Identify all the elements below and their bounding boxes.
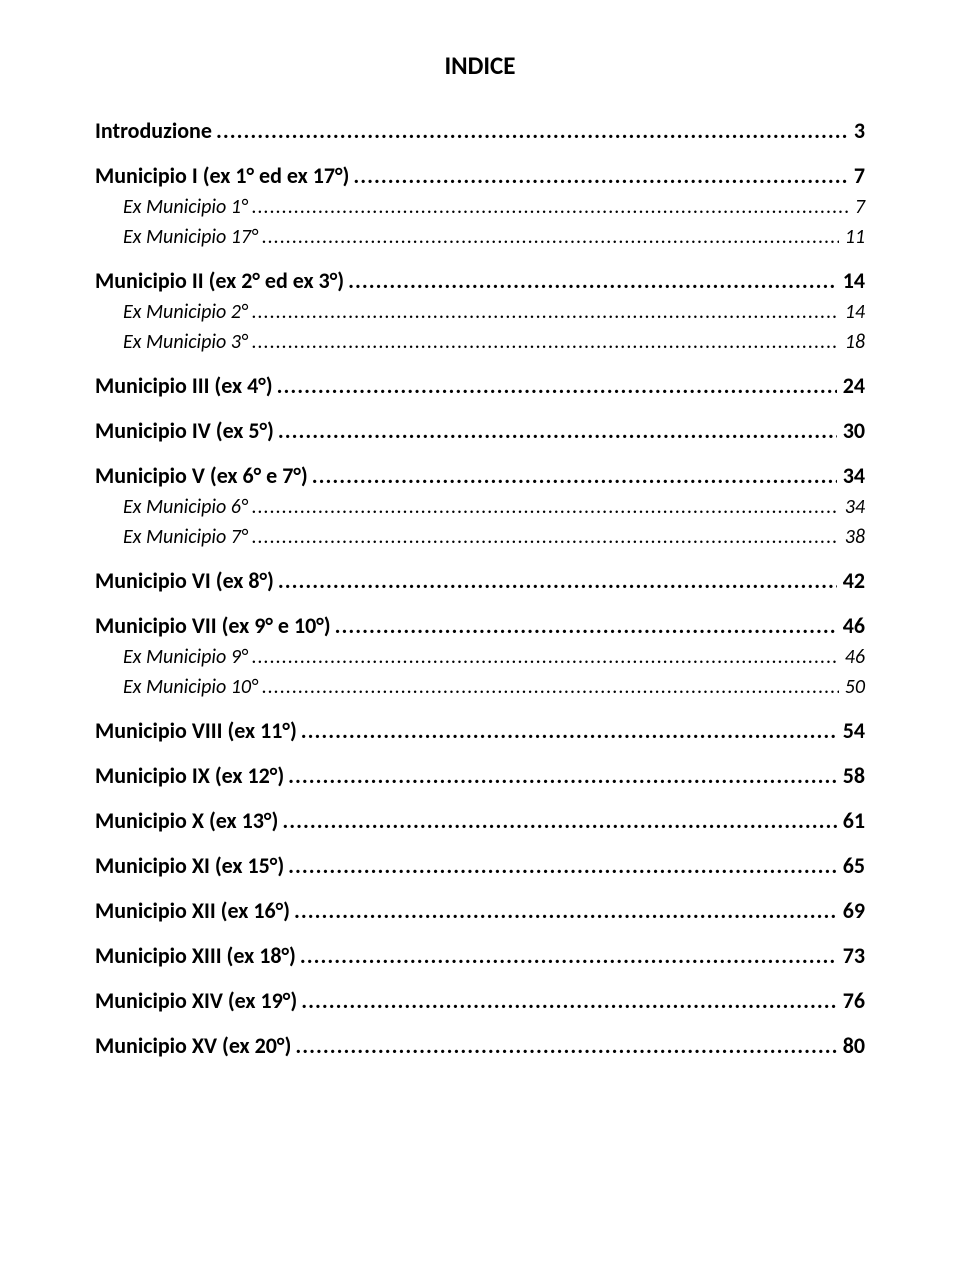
toc-leader-dots	[258, 225, 839, 249]
toc-entry-page: 30	[837, 417, 865, 444]
toc-leader-dots	[248, 495, 839, 519]
toc-leader-dots	[331, 612, 837, 639]
toc-entry: Municipio VI (ex 8°) 42	[95, 567, 865, 594]
toc-entry-page: 42	[837, 567, 865, 594]
toc-leader-dots	[248, 330, 839, 354]
toc-entry-page: 76	[837, 987, 865, 1014]
page-title: INDICE	[95, 50, 865, 81]
toc-entry: Municipio X (ex 13°) 61	[95, 807, 865, 834]
toc-entry-page: 46	[837, 612, 865, 639]
toc-entry: Municipio XII (ex 16°) 69	[95, 897, 865, 924]
toc-leader-dots	[291, 1032, 836, 1059]
toc-entry-label: Municipio X (ex 13°)	[95, 807, 278, 834]
toc-entry-page: 80	[837, 1032, 865, 1059]
toc-entry: Municipio VII (ex 9° e 10°) 46	[95, 612, 865, 639]
toc-entry-label: Municipio XIII (ex 18°)	[95, 942, 296, 969]
toc-entry: Municipio XV (ex 20°) 80	[95, 1032, 865, 1059]
toc-leader-dots	[258, 675, 839, 699]
toc-leader-dots	[290, 897, 837, 924]
toc-entry-page: 3	[848, 117, 865, 144]
document-page: INDICE Introduzione 3 Municipio I (ex 1° …	[0, 0, 960, 1272]
toc-entry-label: Ex Municipio 3°	[123, 330, 248, 354]
toc-entry-label: Municipio XIV (ex 19°)	[95, 987, 297, 1014]
toc-entry: Municipio XI (ex 15°) 65	[95, 852, 865, 879]
toc-entry: Ex Municipio 6° 34	[95, 495, 865, 519]
toc-entry-label: Ex Municipio 10°	[123, 675, 258, 699]
toc-leader-dots	[248, 525, 839, 549]
toc-entry-page: 11	[839, 225, 865, 249]
toc-entry-page: 46	[839, 645, 865, 669]
toc-entry-label: Municipio II (ex 2° ed ex 3°)	[95, 267, 344, 294]
toc-entry: Introduzione 3	[95, 117, 865, 144]
toc-entry-label: Municipio III (ex 4°)	[95, 372, 273, 399]
toc-leader-dots	[297, 987, 837, 1014]
toc-entry-page: 69	[837, 897, 865, 924]
toc-entry: Municipio III (ex 4°) 24	[95, 372, 865, 399]
toc-entry: Municipio I (ex 1° ed ex 17°) 7	[95, 162, 865, 189]
toc-entry-label: Introduzione	[95, 117, 212, 144]
toc-entry-label: Municipio XII (ex 16°)	[95, 897, 290, 924]
toc-leader-dots	[248, 300, 839, 324]
toc-entry-page: 54	[837, 717, 865, 744]
toc-leader-dots	[284, 762, 837, 789]
toc-leader-dots	[296, 942, 837, 969]
toc-entry-page: 61	[837, 807, 865, 834]
toc-entry: Ex Municipio 10° 50	[95, 675, 865, 699]
toc-entry-label: Municipio IX (ex 12°)	[95, 762, 284, 789]
toc-entry: Municipio XIV (ex 19°) 76	[95, 987, 865, 1014]
toc-entry: Ex Municipio 2° 14	[95, 300, 865, 324]
toc-entry-label: Municipio V (ex 6° e 7°)	[95, 462, 308, 489]
toc-entry: Ex Municipio 3° 18	[95, 330, 865, 354]
toc-entry-label: Municipio IV (ex 5°)	[95, 417, 274, 444]
toc-leader-dots	[274, 417, 837, 444]
toc-entry-page: 73	[837, 942, 865, 969]
toc-entry: Municipio IX (ex 12°) 58	[95, 762, 865, 789]
toc-leader-dots	[274, 567, 837, 594]
toc-entry-label: Ex Municipio 9°	[123, 645, 248, 669]
toc-entry-page: 14	[839, 300, 865, 324]
toc-entry-label: Municipio XV (ex 20°)	[95, 1032, 291, 1059]
toc-entry-page: 34	[839, 495, 865, 519]
toc-leader-dots	[349, 162, 847, 189]
toc-entry-page: 14	[837, 267, 865, 294]
toc-entry-label: Ex Municipio 6°	[123, 495, 248, 519]
toc-entry-label: Ex Municipio 7°	[123, 525, 248, 549]
toc-entry-label: Municipio I (ex 1° ed ex 17°)	[95, 162, 349, 189]
toc-entry: Municipio II (ex 2° ed ex 3°) 14	[95, 267, 865, 294]
toc-entry: Ex Municipio 7° 38	[95, 525, 865, 549]
toc-leader-dots	[278, 807, 836, 834]
toc-entry-page: 34	[837, 462, 865, 489]
toc-entry-label: Municipio VIII (ex 11°)	[95, 717, 297, 744]
table-of-contents: Introduzione 3 Municipio I (ex 1° ed ex 1…	[95, 117, 865, 1059]
toc-leader-dots	[308, 462, 837, 489]
toc-entry: Ex Municipio 1° 7	[95, 195, 865, 219]
toc-entry-page: 38	[839, 525, 865, 549]
toc-leader-dots	[212, 117, 848, 144]
toc-entry: Municipio VIII (ex 11°) 54	[95, 717, 865, 744]
toc-entry-label: Municipio XI (ex 15°)	[95, 852, 284, 879]
toc-entry-page: 7	[848, 162, 865, 189]
toc-entry-page: 18	[839, 330, 865, 354]
toc-entry: Ex Municipio 17° 11	[95, 225, 865, 249]
toc-leader-dots	[297, 717, 837, 744]
toc-entry-page: 58	[837, 762, 865, 789]
toc-entry-label: Ex Municipio 2°	[123, 300, 248, 324]
toc-entry-label: Municipio VI (ex 8°)	[95, 567, 274, 594]
toc-entry-label: Ex Municipio 1°	[123, 195, 248, 219]
toc-entry: Municipio IV (ex 5°) 30	[95, 417, 865, 444]
toc-leader-dots	[344, 267, 837, 294]
toc-entry: Municipio XIII (ex 18°) 73	[95, 942, 865, 969]
toc-entry: Ex Municipio 9° 46	[95, 645, 865, 669]
toc-entry-page: 24	[837, 372, 865, 399]
toc-leader-dots	[248, 645, 839, 669]
toc-leader-dots	[284, 852, 837, 879]
toc-entry-label: Ex Municipio 17°	[123, 225, 258, 249]
toc-leader-dots	[248, 195, 849, 219]
toc-entry-page: 65	[837, 852, 865, 879]
toc-leader-dots	[273, 372, 837, 399]
toc-entry-page: 50	[839, 675, 865, 699]
toc-entry-page: 7	[849, 195, 865, 219]
toc-entry-label: Municipio VII (ex 9° e 10°)	[95, 612, 331, 639]
toc-entry: Municipio V (ex 6° e 7°) 34	[95, 462, 865, 489]
